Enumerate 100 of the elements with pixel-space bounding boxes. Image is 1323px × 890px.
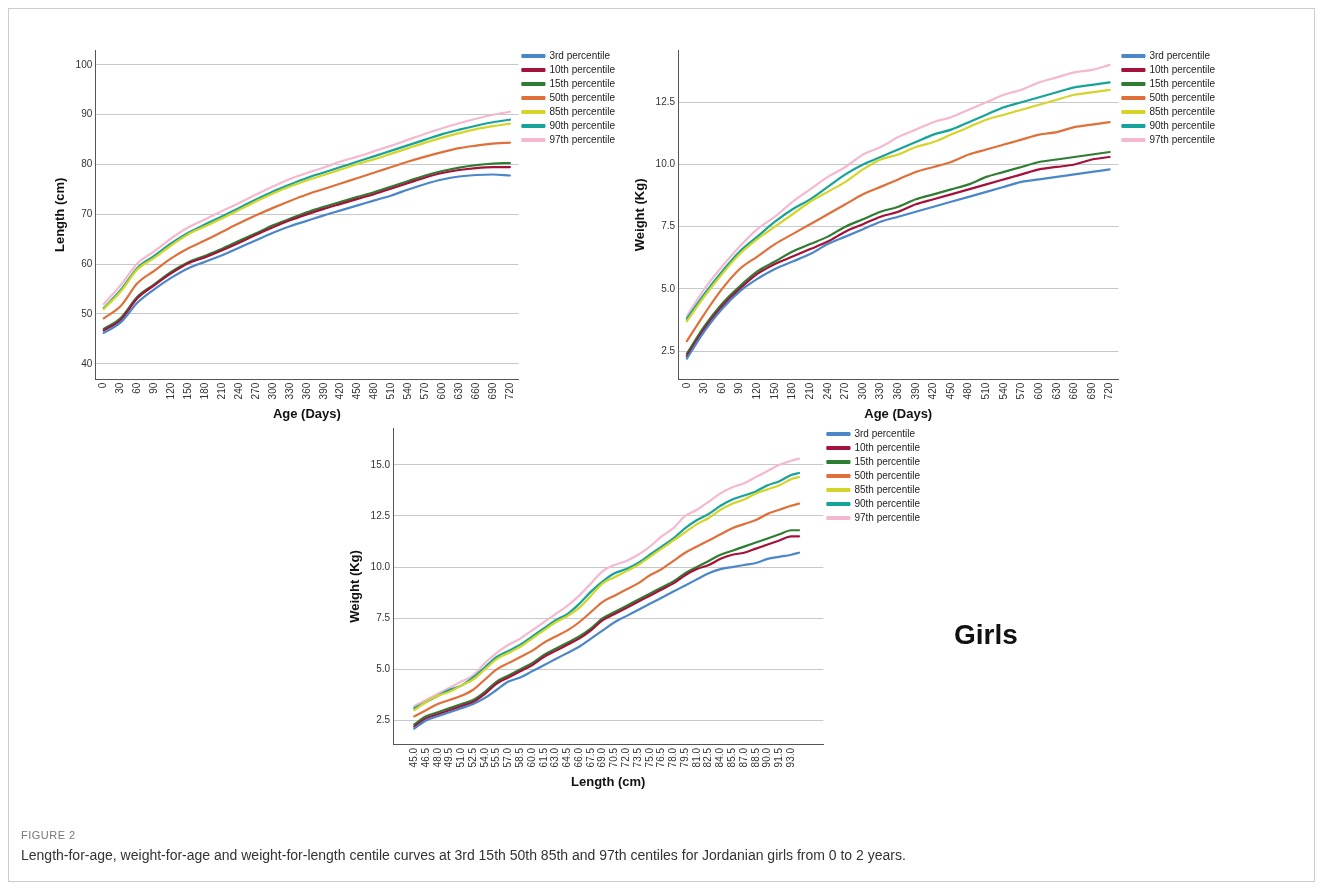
- x-tick-label: 510: [980, 382, 992, 400]
- x-axis-title: Length (cm): [571, 773, 646, 789]
- y-tick-label: 5.0: [661, 282, 676, 294]
- legend-label: 10th percentile: [854, 441, 921, 453]
- x-tick-label: 73.5: [631, 747, 643, 768]
- legend-label: 50th percentile: [1149, 91, 1216, 103]
- x-tick-label: 210: [803, 382, 815, 400]
- x-tick-label: 180: [786, 382, 798, 400]
- x-tick-label: 76.5: [655, 747, 667, 768]
- y-tick-label: 7.5: [376, 611, 391, 623]
- x-tick-label: 64.5: [561, 747, 573, 768]
- y-tick-label: 80: [81, 158, 93, 170]
- x-tick-label: 69.0: [596, 747, 608, 768]
- y-tick-label: 90: [81, 108, 93, 120]
- text: Length-for-age, weight-for-age and weight-for-length centile curves at 3rd 15th 50th 85th and 97th centiles for Jordanian girls from 0 to 2 years.: [21, 847, 907, 863]
- x-tick-label: 87.0: [737, 747, 749, 768]
- x-tick-label: 450: [351, 382, 363, 400]
- legend-label: 3rd percentile: [549, 49, 611, 61]
- y-tick-label: 60: [81, 257, 93, 269]
- x-tick-label: 570: [1015, 382, 1027, 400]
- legend-label: 10th percentile: [549, 63, 616, 75]
- x-tick-label: 630: [452, 382, 464, 400]
- x-tick-label: 150: [182, 382, 194, 400]
- legend-label: 97th percentile: [854, 511, 921, 523]
- x-tick-label: 450: [944, 382, 956, 400]
- x-tick-label: 330: [283, 382, 295, 400]
- x-tick-label: 72.0: [620, 747, 632, 768]
- x-tick-label: 540: [402, 382, 414, 400]
- y-axis-title: Length (cm): [52, 177, 68, 253]
- x-tick-label: 120: [165, 382, 177, 400]
- legend-label: 85th percentile: [854, 483, 921, 495]
- legend-label: 50th percentile: [854, 469, 921, 481]
- x-tick-label: 60: [715, 382, 727, 394]
- x-tick-label: 61.5: [537, 747, 549, 768]
- x-tick-label: 300: [856, 382, 868, 400]
- x-tick-label: 78.0: [667, 747, 679, 768]
- y-tick-label: 70: [81, 208, 93, 220]
- x-tick-label: 75.0: [643, 747, 655, 768]
- x-tick-label: 540: [997, 382, 1009, 400]
- legend-label: 97th percentile: [1149, 133, 1216, 145]
- x-tick-label: 57.0: [502, 747, 514, 768]
- x-tick-label: 360: [891, 382, 903, 400]
- x-tick-label: 690: [486, 382, 498, 400]
- x-tick-label: 660: [469, 382, 481, 400]
- x-tick-label: 82.5: [702, 747, 714, 768]
- line-series: [685, 121, 1111, 343]
- y-axis-title: Weight (Kg): [347, 550, 363, 623]
- x-tick-label: 66.0: [572, 747, 584, 768]
- x-tick-label: 600: [1032, 382, 1044, 400]
- x-tick-label: 570: [419, 382, 431, 400]
- legend-label: 3rd percentile: [1149, 49, 1211, 61]
- y-tick-label: 100: [75, 58, 93, 70]
- x-tick-label: 480: [962, 382, 974, 400]
- x-tick-label: 390: [317, 382, 329, 400]
- x-tick-label: 0: [97, 382, 109, 389]
- x-tick-label: 660: [1068, 382, 1080, 400]
- x-tick-label: 240: [821, 382, 833, 400]
- x-tick-label: 81.0: [690, 747, 702, 768]
- x-tick-label: 720: [1103, 382, 1115, 400]
- x-tick-label: 180: [199, 382, 211, 400]
- x-tick-label: 630: [1050, 382, 1062, 400]
- x-tick-label: 60: [131, 382, 143, 394]
- x-tick-label: 51.0: [455, 747, 467, 768]
- x-tick-label: 510: [385, 382, 397, 400]
- legend-label: 15th percentile: [1149, 77, 1216, 89]
- x-tick-label: 67.5: [584, 747, 596, 768]
- y-tick-label: 2.5: [376, 714, 391, 726]
- legend-label: 50th percentile: [549, 91, 616, 103]
- x-axis-title: Age (Days): [272, 405, 341, 421]
- x-tick-label: 55.5: [490, 747, 502, 768]
- x-tick-label: 390: [909, 382, 921, 400]
- y-tick-label: 10.0: [655, 158, 676, 170]
- x-tick-label: 330: [874, 382, 886, 400]
- x-tick-label: 60.0: [525, 747, 537, 768]
- text: Girls: [954, 619, 1018, 651]
- y-tick-label: 7.5: [661, 220, 676, 232]
- x-tick-label: 54.0: [478, 747, 490, 768]
- y-tick-label: 5.0: [376, 663, 391, 675]
- y-tick-label: 15.0: [370, 458, 391, 470]
- x-tick-label: 48.0: [431, 747, 443, 768]
- x-tick-label: 690: [1085, 382, 1097, 400]
- y-tick-label: 10.0: [370, 560, 391, 572]
- x-tick-label: 91.5: [773, 747, 785, 768]
- x-tick-label: 45.0: [408, 747, 420, 768]
- x-tick-label: 90.0: [761, 747, 773, 768]
- x-tick-label: 58.5: [514, 747, 526, 768]
- x-tick-label: 30: [114, 382, 126, 394]
- x-tick-label: 120: [751, 382, 763, 400]
- y-axis-title: Weight (Kg): [632, 178, 648, 252]
- legend-label: 97th percentile: [549, 133, 616, 145]
- x-tick-label: 150: [768, 382, 780, 400]
- x-tick-label: 90: [148, 382, 160, 394]
- y-tick-label: 12.5: [370, 509, 391, 521]
- x-tick-label: 0: [680, 382, 692, 389]
- x-axis-title: Age (Days): [864, 405, 933, 421]
- x-tick-label: 240: [232, 382, 244, 400]
- y-tick-label: 50: [81, 307, 93, 319]
- y-tick-label: 2.5: [661, 344, 676, 356]
- x-tick-label: 480: [368, 382, 380, 400]
- x-tick-label: 270: [839, 382, 851, 400]
